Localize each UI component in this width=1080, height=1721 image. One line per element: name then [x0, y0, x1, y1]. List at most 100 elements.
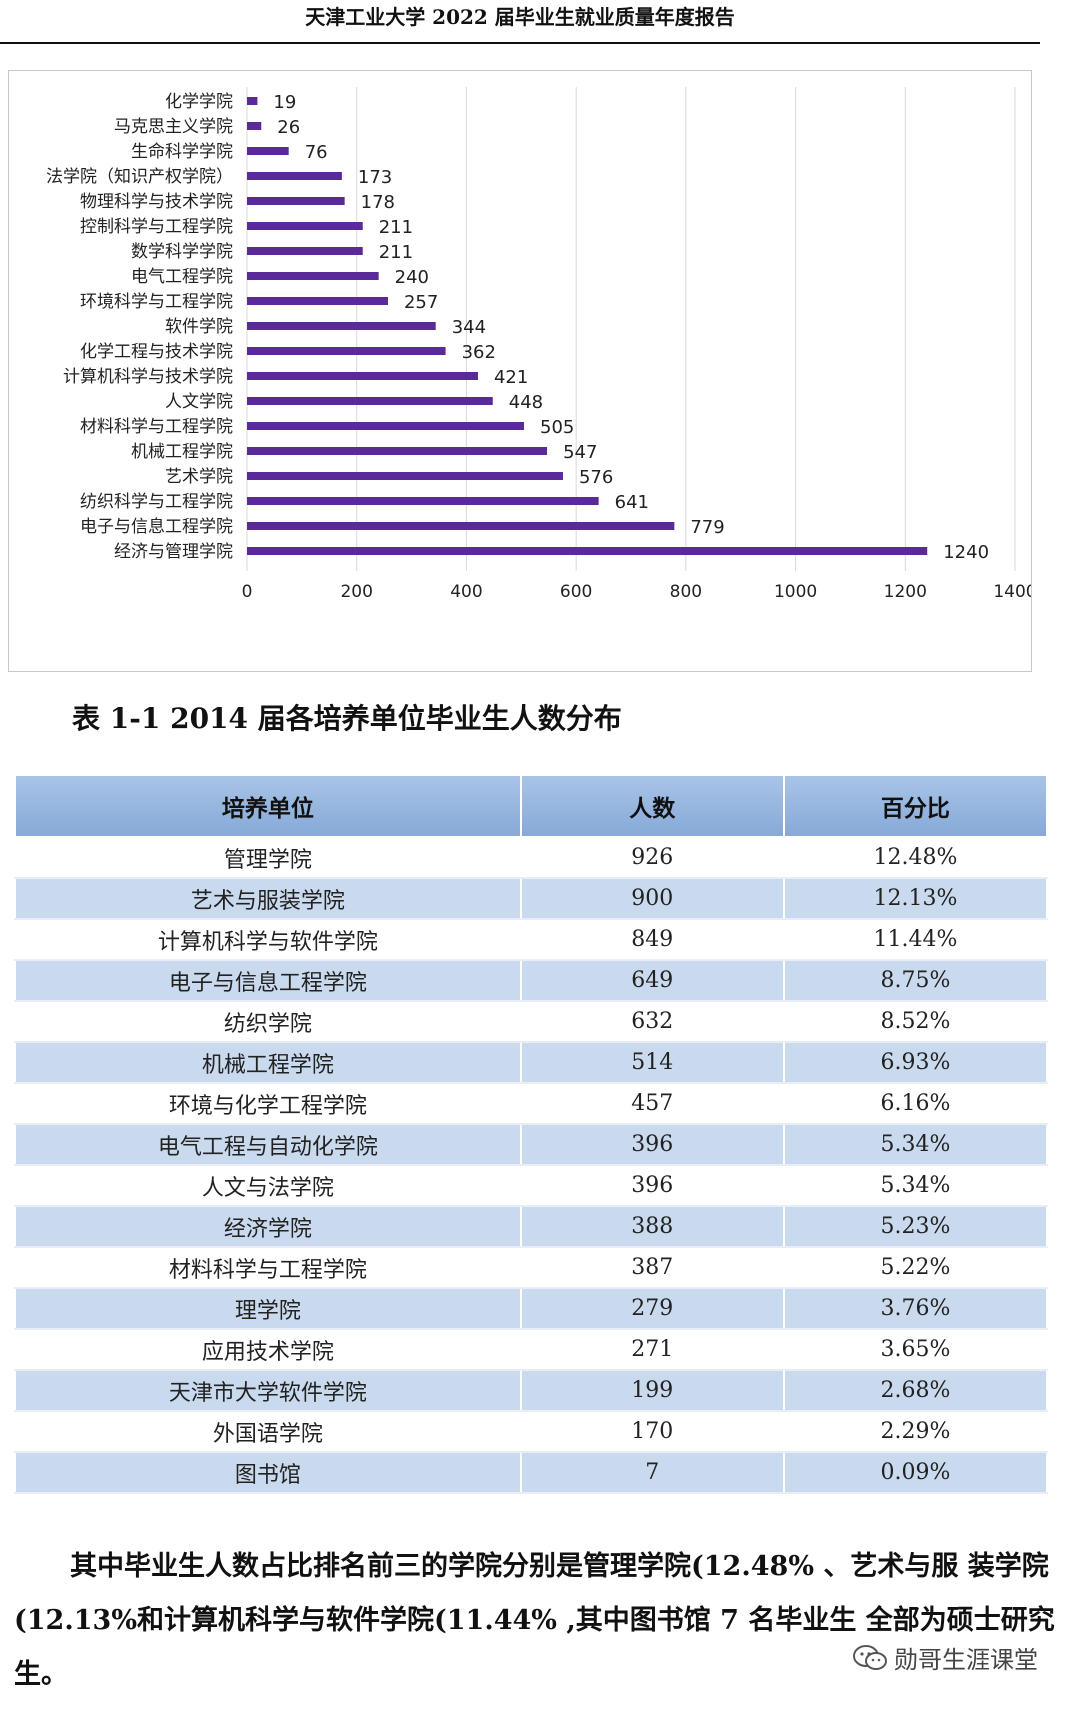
bar — [247, 422, 525, 430]
table-row: 理学院 279 3.76% — [14, 1288, 1049, 1330]
bar — [247, 197, 345, 205]
cell-unit: 材料科学与工程学院 — [14, 1247, 522, 1289]
data-label: 257 — [404, 292, 438, 313]
data-label: 779 — [690, 517, 724, 538]
cell-unit: 电气工程与自动化学院 — [14, 1124, 522, 1166]
table-body: 管理学院 926 12.48% 艺术与服装学院 900 12.13% 计算机科学与软件学院 8… — [14, 837, 1049, 1494]
cell-percent: 11.44% — [782, 919, 1049, 961]
bar — [247, 472, 563, 480]
category-label: 环境科学与工程学院 — [80, 292, 233, 312]
data-label: 211 — [379, 242, 413, 263]
data-label: 362 — [462, 342, 496, 363]
cell-percent: 6.16% — [782, 1083, 1049, 1125]
table-row: 天津市大学软件学院 199 2.68% — [14, 1370, 1049, 1412]
category-label: 数学科学学院 — [131, 242, 233, 262]
cell-unit: 环境与化学工程学院 — [14, 1083, 522, 1125]
table-row: 应用技术学院 271 3.65% — [14, 1329, 1049, 1371]
bar — [247, 372, 478, 380]
table-row: 艺术与服装学院 900 12.13% — [14, 878, 1049, 920]
category-label: 化学工程与技术学院 — [80, 342, 233, 362]
x-tick-label: 200 — [340, 582, 372, 602]
data-label: 173 — [358, 167, 392, 188]
data-label: 421 — [494, 367, 528, 388]
bar — [247, 247, 363, 255]
cell-count: 457 — [519, 1083, 785, 1125]
cell-percent: 8.75% — [782, 960, 1049, 1002]
category-label: 软件学院 — [165, 317, 233, 337]
category-label: 法学院（知识产权学院） — [46, 167, 233, 187]
column-header-unit: 培养单位 — [14, 774, 522, 838]
cell-count: 170 — [519, 1411, 785, 1453]
data-label: 344 — [452, 317, 486, 338]
cell-unit: 电子与信息工程学院 — [14, 960, 522, 1002]
page-title: 天津工业大学 2022 届毕业生就业质量年度报告 — [305, 5, 735, 29]
data-label: 76 — [305, 142, 328, 163]
cell-count: 849 — [519, 919, 785, 961]
page-header: 天津工业大学 2022 届毕业生就业质量年度报告 — [0, 0, 1040, 44]
data-label: 240 — [395, 267, 429, 288]
graduates-table: 培养单位 人数 百分比 管理学院 926 12.48% 艺术与服装学院 900 12.13… — [14, 774, 1049, 1494]
cell-percent: 2.29% — [782, 1411, 1049, 1453]
cell-percent: 8.52% — [782, 1001, 1049, 1043]
category-label: 马克思主义学院 — [114, 117, 233, 137]
column-header-percent: 百分比 — [782, 774, 1049, 838]
category-label: 材料科学与工程学院 — [80, 417, 233, 437]
data-label: 547 — [563, 442, 597, 463]
cell-unit: 人文与法学院 — [14, 1165, 522, 1207]
cell-unit: 机械工程学院 — [14, 1042, 522, 1084]
bar — [247, 122, 262, 130]
cell-count: 396 — [519, 1124, 785, 1166]
table-row: 经济学院 388 5.23% — [14, 1206, 1049, 1248]
data-label: 1240 — [943, 542, 989, 563]
cell-percent: 5.22% — [782, 1247, 1049, 1289]
bar — [247, 147, 289, 155]
bar — [247, 97, 258, 105]
cell-unit: 天津市大学软件学院 — [14, 1370, 522, 1412]
bar — [247, 397, 493, 405]
x-tick-label: 1000 — [774, 582, 817, 602]
x-tick-label: 1400 — [993, 582, 1031, 602]
bar — [247, 322, 436, 330]
cell-unit: 理学院 — [14, 1288, 522, 1330]
category-label: 电气工程学院 — [131, 267, 233, 287]
cell-percent: 2.68% — [782, 1370, 1049, 1412]
watermark: 勋哥生涯课堂 — [852, 1640, 1038, 1675]
x-tick-label: 600 — [560, 582, 592, 602]
bar — [247, 172, 342, 180]
data-label: 448 — [509, 392, 543, 413]
wechat-icon — [853, 1644, 887, 1670]
cell-count: 271 — [519, 1329, 785, 1371]
cell-unit: 图书馆 — [14, 1452, 522, 1494]
cell-count: 900 — [519, 878, 785, 920]
category-label: 经济与管理学院 — [114, 542, 233, 562]
summary-paragraph: 其中毕业生人数占比排名前三的学院分别是管理学院(12.48% 、艺术与服 装学院… — [14, 1551, 1055, 1690]
table-row: 电气工程与自动化学院 396 5.34% — [14, 1124, 1049, 1166]
category-label: 生命科学学院 — [131, 142, 233, 162]
cell-percent: 5.34% — [782, 1124, 1049, 1166]
cell-unit: 计算机科学与软件学院 — [14, 919, 522, 961]
category-label: 计算机科学与技术学院 — [63, 367, 233, 387]
cell-percent: 3.65% — [782, 1329, 1049, 1371]
cell-unit: 经济学院 — [14, 1206, 522, 1248]
data-label: 26 — [277, 117, 300, 138]
column-header-count: 人数 — [519, 774, 785, 838]
x-tick-label: 400 — [450, 582, 482, 602]
watermark-text: 勋哥生涯课堂 — [894, 1646, 1038, 1674]
cell-unit: 纺织学院 — [14, 1001, 522, 1043]
table-row: 纺织学院 632 8.52% — [14, 1001, 1049, 1043]
data-label: 178 — [361, 192, 395, 213]
category-label: 电子与信息工程学院 — [80, 517, 233, 537]
cell-count: 387 — [519, 1247, 785, 1289]
cell-unit: 管理学院 — [14, 837, 522, 879]
bar-chart: 0 200 400 600 800 1000 1200 1400 化学学院 19 马克思主义学院 26… — [46, 87, 1031, 602]
x-tick-label: 1200 — [884, 582, 927, 602]
cell-count: 279 — [519, 1288, 785, 1330]
table-row: 人文与法学院 396 5.34% — [14, 1165, 1049, 1207]
bar — [247, 272, 379, 280]
table-caption: 表 1-1 2014 届各培养单位毕业生人数分布 — [72, 702, 622, 735]
bar — [247, 547, 928, 555]
cell-count: 514 — [519, 1042, 785, 1084]
category-label: 机械工程学院 — [131, 442, 233, 462]
table-row: 环境与化学工程学院 457 6.16% — [14, 1083, 1049, 1125]
cell-percent: 12.13% — [782, 878, 1049, 920]
